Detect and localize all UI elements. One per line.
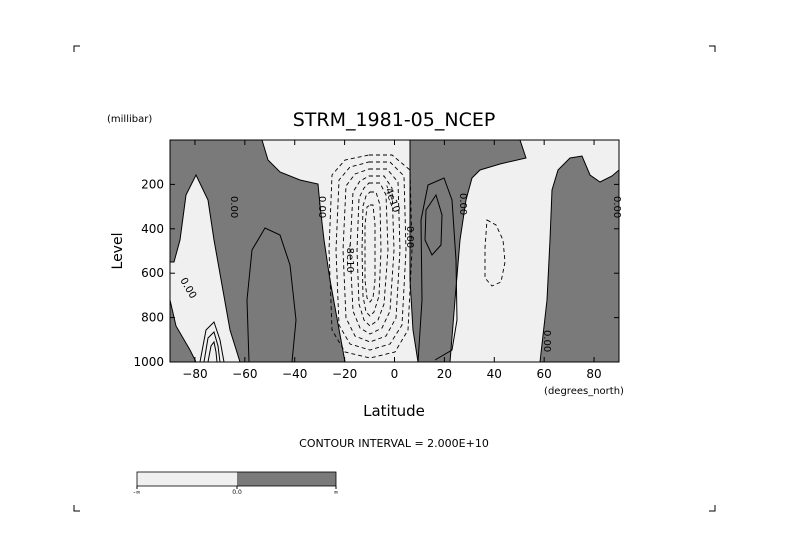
x-tick-label: 40: [487, 367, 502, 381]
x-tick-label: 20: [437, 367, 452, 381]
crop-mark-bottom-left: [73, 505, 80, 512]
contour-dashed-3: [342, 168, 401, 343]
y-tick-label: 800: [141, 311, 164, 325]
y-tick-label: 400: [141, 222, 164, 236]
x-tick-label: −40: [282, 367, 307, 381]
contour-interval-text: CONTOUR INTERVAL = 2.000E+10: [299, 437, 489, 450]
contour-dashed-northern: [484, 219, 506, 287]
contour-dashed-7: [364, 204, 376, 303]
contour-region-subtropical: [409, 140, 527, 362]
contour-label: 0.00: [457, 193, 468, 215]
y-axis: 200 400 600 800 1000: [133, 177, 619, 369]
crop-mark-top-left: [73, 45, 80, 52]
crop-marks: [73, 45, 716, 512]
x-tick-label: −80: [182, 367, 207, 381]
contour-line-subtropical-inner: [424, 193, 443, 256]
contour-dashed-2: [335, 161, 407, 351]
y-unit-label: (millibar): [107, 114, 152, 125]
positive-contours: [199, 177, 458, 362]
contour-dashed-1: [328, 154, 413, 359]
y-tick-label: 1000: [133, 355, 164, 369]
contour-region-southern-mid: [170, 140, 346, 362]
contour-label: 0.00: [404, 226, 415, 248]
y-tick-label: 600: [141, 266, 164, 280]
contour-dashed-5: [356, 182, 389, 327]
positive-regions: [170, 140, 619, 362]
contour-dashed-4: [349, 175, 395, 335]
contour-region-northern: [539, 155, 619, 362]
x-tick-label: −60: [232, 367, 257, 381]
y-axis-label: Level: [110, 233, 126, 270]
contour-label: -8e10: [344, 244, 355, 273]
contour-dashed-6: [361, 191, 382, 317]
contour-label: 0.00: [541, 330, 552, 352]
x-tick-label: 80: [586, 367, 601, 381]
contour-region-polar-corner: [170, 299, 197, 362]
crop-mark-bottom-right: [709, 505, 716, 512]
contour-label: 0.00: [228, 196, 239, 218]
chart-title: STRM_1981-05_NCEP: [293, 109, 496, 131]
contour-line-subtropical-outer: [417, 177, 458, 362]
colorbar-label-mid: 0.0: [232, 489, 242, 496]
x-unit-label: (degrees_north): [544, 386, 624, 397]
y-tick-label: 200: [141, 177, 164, 191]
x-tick-label: 0: [391, 367, 399, 381]
plot-area: [170, 140, 619, 362]
contour-label: 0.00: [611, 196, 622, 218]
contour-line-polar-3: [207, 340, 218, 362]
contour-label: 0.00: [316, 196, 327, 218]
x-tick-label: 60: [537, 367, 552, 381]
colorbar-positive: [237, 472, 336, 486]
contour-line-polar-1: [199, 321, 225, 362]
colorbar-negative: [137, 472, 237, 486]
contour-line-south-inner: [246, 227, 297, 362]
x-axis-label: Latitude: [363, 402, 425, 420]
x-tick-label: −20: [332, 367, 357, 381]
colorbar: -∞ 0.0 ∞: [133, 471, 339, 496]
crop-mark-top-right: [709, 45, 716, 52]
contour-line-polar-2: [203, 331, 221, 362]
colorbar-label-min: -∞: [133, 489, 140, 496]
colorbar-label-max: ∞: [334, 489, 339, 496]
negative-contours: [328, 154, 506, 359]
x-axis: −80 −60 −40 −20 0 20 40 60 80: [182, 140, 602, 381]
